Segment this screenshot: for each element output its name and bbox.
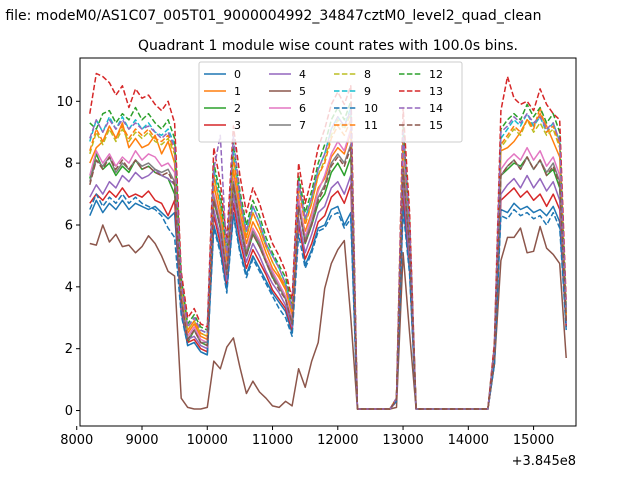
y-tick-label: 4 <box>65 280 73 295</box>
x-offset-label: +3.845e8 <box>512 454 576 469</box>
legend-label-7: 7 <box>299 119 306 132</box>
y-tick-label: 0 <box>65 404 73 419</box>
legend-label-6: 6 <box>299 102 306 115</box>
legend-label-3: 3 <box>234 119 241 132</box>
y-tick-label: 10 <box>56 95 73 110</box>
y-axis: 0 2 4 6 8 10 <box>56 95 80 419</box>
x-tick-label: 10000 <box>187 433 228 448</box>
y-tick-label: 8 <box>65 157 73 172</box>
legend-label-0: 0 <box>234 68 241 81</box>
x-tick-label: 15000 <box>513 433 554 448</box>
legend-label-9: 9 <box>364 85 371 98</box>
x-tick-label: 12000 <box>317 433 358 448</box>
legend-label-1: 1 <box>234 85 241 98</box>
legend-label-5: 5 <box>299 85 306 98</box>
legend-label-10: 10 <box>364 102 378 115</box>
plot-frame <box>79 57 577 427</box>
suptitle-text: n file: modeM0/AS1C07_005T01_9000004992_… <box>0 8 542 24</box>
legend-box <box>198 61 463 143</box>
figure-suptitle: n file: modeM0/AS1C07_005T01_9000004992_… <box>0 8 640 28</box>
legend-label-13: 13 <box>429 85 443 98</box>
legend-label-15: 15 <box>429 119 443 132</box>
y-tick-label: 2 <box>65 342 73 357</box>
x-tick-label: 14000 <box>448 433 489 448</box>
legend-label-2: 2 <box>234 102 241 115</box>
series-line-10 <box>89 193 567 410</box>
x-tick-label: 13000 <box>382 433 423 448</box>
x-tick-label: 11000 <box>252 433 293 448</box>
legend-label-14: 14 <box>429 102 443 115</box>
chart-title: Quadrant 1 module wise count rates with … <box>138 38 518 54</box>
legend-label-8: 8 <box>364 68 371 81</box>
x-axis: 8000 9000 10000 11000 12000 13000 14000 15000 <box>60 426 554 448</box>
x-tick-label: 8000 <box>60 433 93 448</box>
legend-label-12: 12 <box>429 68 443 81</box>
series-line-2 <box>89 153 567 410</box>
legend-label-4: 4 <box>299 68 306 81</box>
y-tick-label: 6 <box>65 218 73 233</box>
series-line-15 <box>89 146 567 410</box>
x-tick-label: 9000 <box>125 433 158 448</box>
legend-label-11: 11 <box>364 119 378 132</box>
